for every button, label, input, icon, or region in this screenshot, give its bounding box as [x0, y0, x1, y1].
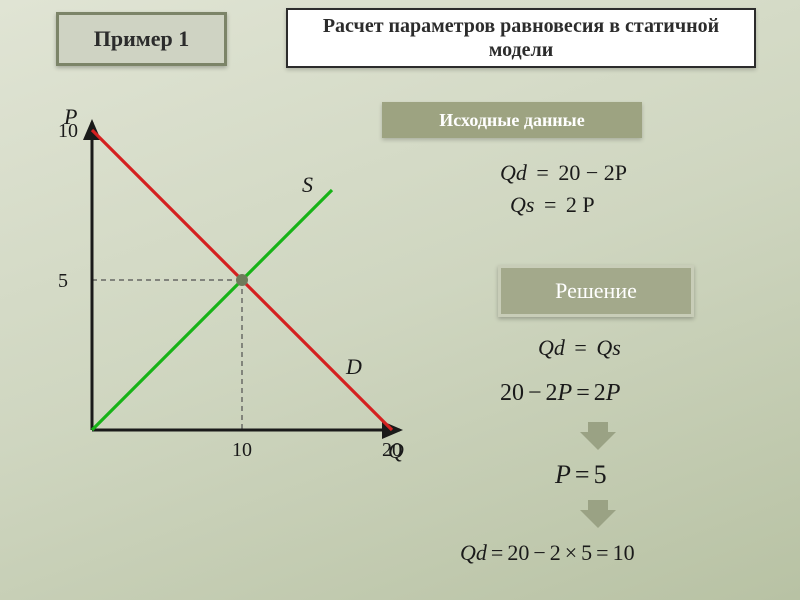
header-text: Расчет параметров равновесия в статичной… [300, 14, 742, 62]
svg-text:10: 10 [232, 439, 252, 461]
arrow-down-icon [580, 510, 616, 528]
example-title-text: Пример 1 [94, 26, 190, 52]
solution-box: Решение [498, 265, 694, 317]
equation-qd-given: Qd = 20 − 2P [500, 160, 627, 186]
svg-text:S: S [302, 172, 313, 197]
svg-text:5: 5 [58, 270, 68, 292]
equation-qs-given: Qs = 2 P [510, 192, 595, 218]
equation-step-2: 20−2P=2P [500, 380, 620, 407]
header-box: Расчет параметров равновесия в статичной… [286, 8, 756, 68]
equation-step-3: P=5 [555, 460, 607, 490]
equation-step-1: Qd = Qs [538, 335, 621, 361]
given-data-text: Исходные данные [439, 110, 584, 131]
chart-svg: PQSD1051020 [30, 100, 410, 480]
given-data-box: Исходные данные [382, 102, 642, 138]
svg-text:10: 10 [58, 120, 78, 142]
slide: Пример 1 Расчет параметров равновесия в … [0, 0, 800, 600]
solution-text: Решение [555, 278, 637, 304]
example-title-box: Пример 1 [56, 12, 227, 66]
supply-demand-chart: PQSD1051020 [30, 100, 410, 480]
svg-text:D: D [345, 354, 362, 379]
equation-step-4: Qd=20−2×5=10 [460, 540, 635, 566]
svg-text:20: 20 [382, 439, 402, 461]
arrow-down-icon [580, 432, 616, 450]
